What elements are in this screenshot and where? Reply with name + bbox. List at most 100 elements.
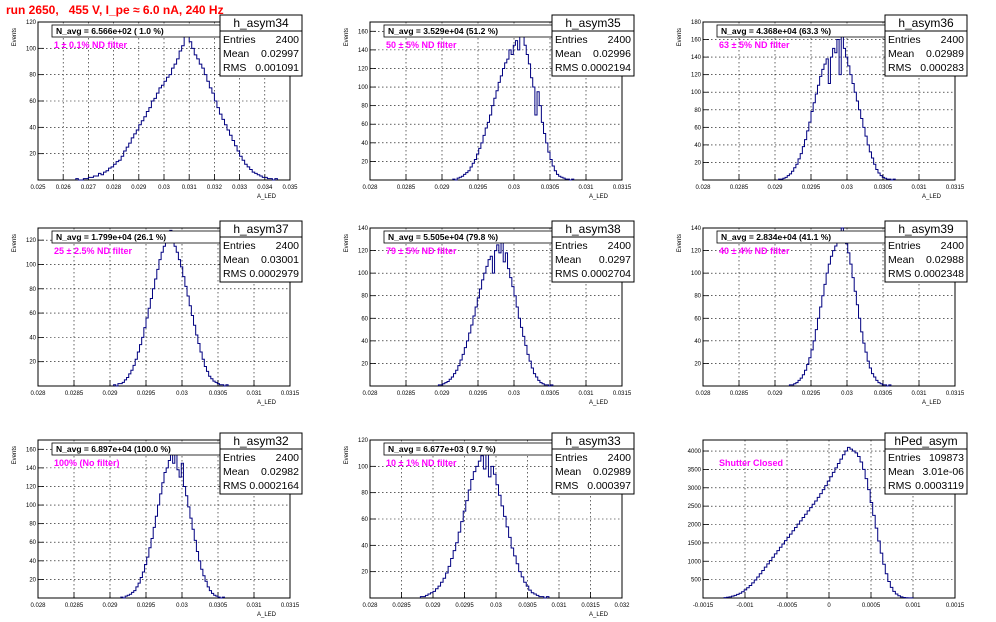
y-tick-label: 120 <box>358 438 369 444</box>
x-tick-label: 0.0315 <box>946 391 965 397</box>
page-title: run 2650, 455 V, I_pe ≈ 6.0 nA, 240 Hz <box>6 3 224 17</box>
y-tick-label: 80 <box>361 294 368 300</box>
histogram-name: h_asym37 <box>233 222 289 236</box>
y-tick-label: 60 <box>29 99 36 105</box>
x-tick-label: 0.029 <box>767 185 783 191</box>
navg-annotation: N_avg = 5.505e+04 (79.8 %) <box>388 232 498 242</box>
x-tick-label: 0.0315 <box>946 185 965 191</box>
y-tick-label: 140 <box>358 48 369 54</box>
y-tick-label: 120 <box>26 20 37 26</box>
y-tick-label: 120 <box>358 249 369 255</box>
y-tick-label: 60 <box>361 316 368 322</box>
stats-value-rms: 0.0002979 <box>249 268 299 280</box>
x-axis-label: A_LED <box>589 400 609 406</box>
stats-label-entries: Entries <box>888 34 921 46</box>
x-tick-label: 0.0305 <box>874 185 893 191</box>
x-tick-label: 0.0305 <box>518 603 537 609</box>
histogram-series <box>437 241 554 387</box>
histogram-panel-h_asym32: 0.028 0.0285 0.029 0.0295 0.03 0.0305 0.031 0.0… <box>12 432 303 618</box>
stats-frame <box>884 432 968 495</box>
y-tick-label: 140 <box>26 466 37 472</box>
x-tick-label: 0 <box>827 603 831 609</box>
stats-frame <box>219 432 303 495</box>
x-tick-label: 0.03 <box>176 603 188 609</box>
x-tick-label: 0.03 <box>841 185 853 191</box>
x-tick-label: 0.031 <box>911 185 927 191</box>
x-tick-label: 0.0295 <box>802 185 821 191</box>
stats-value-mean: 0.0297 <box>599 254 631 266</box>
stats-frame <box>219 220 303 283</box>
x-tick-label: 0.0315 <box>613 185 632 191</box>
histogram-panel-h_asym34: 0.025 0.026 0.027 0.028 0.029 0.03 0.031 0.032 0… <box>12 14 303 200</box>
stats-label-mean: Mean <box>888 48 914 60</box>
stats-value-mean: 0.02988 <box>926 254 964 266</box>
x-tick-label: 0.028 <box>695 391 711 397</box>
y-tick-label: 2000 <box>688 523 702 529</box>
x-tick-label: 0.0005 <box>862 603 881 609</box>
stats-frame <box>884 220 968 283</box>
x-tick-label: 0.031 <box>246 391 262 397</box>
x-tick-label: 0.025 <box>30 185 46 191</box>
stats-label-rms: RMS <box>555 62 578 74</box>
stats-label-entries: Entries <box>223 452 256 464</box>
x-tick-label: 0.028 <box>695 185 711 191</box>
histogram-series <box>452 30 575 181</box>
x-tick-label: 0.028 <box>362 603 378 609</box>
y-tick-label: 120 <box>26 484 37 490</box>
x-tick-label: 0.031 <box>246 603 262 609</box>
stats-box: h_asym33 Entries 2400 Mean 0.02989 RMS 0.00039… <box>551 432 635 495</box>
stats-box: hPed_asym Entries 109873 Mean 3.01e-06 RMS 0.0… <box>884 432 968 495</box>
x-tick-label: 0.0305 <box>209 391 228 397</box>
y-axis-label: Events <box>344 446 350 464</box>
x-tick-label: 0.0285 <box>65 603 84 609</box>
y-tick-label: 120 <box>358 66 369 72</box>
y-tick-label: 100 <box>358 464 369 470</box>
x-tick-label: 0.03 <box>508 391 520 397</box>
histogram-name: h_asym36 <box>898 16 954 30</box>
y-tick-label: 500 <box>691 578 702 584</box>
y-tick-label: 60 <box>361 517 368 523</box>
y-tick-label: 4000 <box>688 449 702 455</box>
x-tick-label: 0.03 <box>490 603 502 609</box>
x-tick-label: 0.0315 <box>581 603 600 609</box>
x-tick-label: 0.0285 <box>65 391 84 397</box>
stats-label-entries: Entries <box>223 240 256 252</box>
x-tick-label: 0.031 <box>578 185 594 191</box>
histogram-panel-h_asym35: 0.028 0.0285 0.029 0.0295 0.03 0.0305 0.031 0.0… <box>344 14 635 200</box>
y-tick-label: 40 <box>694 143 701 149</box>
histogram-series <box>113 229 229 387</box>
y-tick-label: 40 <box>694 339 701 345</box>
filter-label: 50 ± 5% ND filter <box>386 40 457 50</box>
y-tick-label: 80 <box>694 294 701 300</box>
y-tick-label: 160 <box>26 447 37 453</box>
x-tick-label: 0.034 <box>257 185 273 191</box>
stats-label-mean: Mean <box>223 466 249 478</box>
y-tick-label: 120 <box>691 73 702 79</box>
stats-label-mean: Mean <box>223 254 249 266</box>
x-tick-label: 0.029 <box>434 391 450 397</box>
y-tick-label: 160 <box>358 29 369 35</box>
histogram-series <box>75 28 278 181</box>
x-tick-label: 0.028 <box>30 603 46 609</box>
x-tick-label: 0.03 <box>841 391 853 397</box>
histogram-name: h_asym33 <box>565 434 621 448</box>
x-tick-label: 0.029 <box>131 185 147 191</box>
y-tick-label: 60 <box>694 125 701 131</box>
stats-value-rms: 0.0002704 <box>581 268 631 280</box>
y-axis-label: Events <box>12 446 18 464</box>
y-tick-label: 60 <box>29 540 36 546</box>
stats-value-entries: 2400 <box>276 452 300 464</box>
x-tick-label: 0.033 <box>232 185 248 191</box>
x-tick-label: 0.032 <box>207 185 223 191</box>
x-tick-label: 0.029 <box>425 603 441 609</box>
filter-label: 79 ± 5% ND filter <box>386 246 457 256</box>
x-axis-label: A_LED <box>589 194 609 200</box>
x-tick-label: 0.029 <box>434 185 450 191</box>
y-tick-label: 40 <box>29 335 36 341</box>
y-tick-label: 40 <box>29 559 36 565</box>
y-tick-label: 80 <box>29 287 36 293</box>
navg-annotation: N_avg = 6.897e+04 (100.0 %) <box>56 444 171 454</box>
y-tick-label: 100 <box>691 90 702 96</box>
stats-value-entries: 2400 <box>608 34 632 46</box>
